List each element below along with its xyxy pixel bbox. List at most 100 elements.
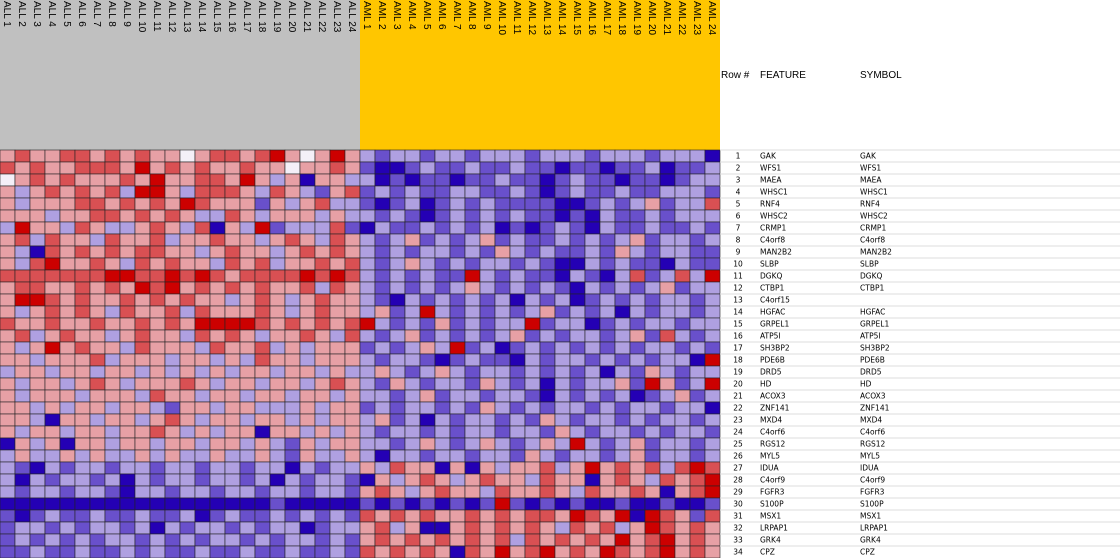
- heatmap-cell: [479, 485, 496, 499]
- heatmap-cell: [494, 449, 511, 463]
- heatmap-cell: [284, 185, 301, 199]
- heatmap-cell: [479, 161, 496, 175]
- heatmap-cell: [269, 209, 286, 223]
- heatmap-cell: [344, 281, 361, 295]
- heatmap-cell: [239, 353, 256, 367]
- heatmap-cell: [434, 449, 451, 463]
- heatmap-cell: [434, 461, 451, 475]
- heatmap-cell: [179, 461, 196, 475]
- symbol: ACOX3: [860, 392, 886, 401]
- heatmap-cell: [614, 425, 631, 439]
- column-label: ALL 2: [16, 1, 27, 27]
- heatmap-cell: [239, 401, 256, 415]
- heatmap-cell: [89, 293, 106, 307]
- heatmap-cell: [14, 389, 31, 403]
- heatmap-cell: [59, 545, 76, 558]
- heatmap-cell: [359, 149, 376, 163]
- heatmap-cell: [0, 461, 16, 475]
- heatmap-cell: [44, 473, 61, 487]
- heatmap-cell: [464, 437, 481, 451]
- heatmap-cell: [149, 293, 166, 307]
- heatmap-cell: [194, 545, 211, 558]
- heatmap-cell: [239, 257, 256, 271]
- heatmap-cell: [179, 161, 196, 175]
- heatmap-cell: [59, 161, 76, 175]
- heatmap-cell: [194, 341, 211, 355]
- heatmap-cell: [464, 533, 481, 547]
- heatmap-cell: [509, 161, 526, 175]
- heatmap-cell: [554, 497, 571, 511]
- column-label: ALL 23: [331, 1, 342, 33]
- heatmap-cell: [359, 173, 376, 187]
- heatmap-cell: [599, 257, 616, 271]
- heatmap-cell: [404, 305, 421, 319]
- heatmap-cell: [584, 353, 601, 367]
- heatmap-cell: [149, 161, 166, 175]
- heatmap-cell: [524, 317, 541, 331]
- heatmap-cell: [224, 173, 241, 187]
- column-label: ALL 12: [166, 1, 177, 33]
- heatmap-cell: [299, 245, 316, 259]
- heatmap-cell: [164, 545, 181, 558]
- heatmap-cell: [299, 233, 316, 247]
- heatmap-cell: [584, 233, 601, 247]
- heatmap-cell: [659, 329, 676, 343]
- heatmap-cell: [509, 473, 526, 487]
- heatmap-cell: [629, 257, 646, 271]
- heatmap-cell: [299, 413, 316, 427]
- row-number: 13: [733, 296, 743, 305]
- heatmap-cell: [464, 473, 481, 487]
- heatmap-cell: [479, 425, 496, 439]
- heatmap-cell: [29, 401, 46, 415]
- heatmap-cell: [254, 497, 271, 511]
- heatmap-cell: [554, 365, 571, 379]
- heatmap-cell: [389, 461, 406, 475]
- heatmap-cell: [569, 329, 586, 343]
- heatmap-cell: [689, 497, 706, 511]
- heatmap-cell: [389, 425, 406, 439]
- heatmap-cell: [404, 185, 421, 199]
- heatmap-cell: [269, 257, 286, 271]
- heatmap-cell: [629, 449, 646, 463]
- heatmap-cell: [284, 221, 301, 235]
- column-label: AML 16: [586, 1, 597, 36]
- heatmap-cell: [224, 437, 241, 451]
- heatmap-cell: [689, 461, 706, 475]
- heatmap-cell: [374, 173, 391, 187]
- heatmap-cell: [614, 449, 631, 463]
- heatmap-cell: [689, 269, 706, 283]
- heatmap-cell: [569, 437, 586, 451]
- heatmap-cell: [0, 413, 16, 427]
- feature: C4orf9: [760, 476, 785, 485]
- heatmap-cell: [179, 245, 196, 259]
- heatmap-cell: [254, 221, 271, 235]
- heatmap-cell: [119, 473, 136, 487]
- heatmap-cell: [299, 437, 316, 451]
- heatmap-cell: [674, 293, 691, 307]
- heatmap-cell: [644, 341, 661, 355]
- heatmap-cell: [44, 197, 61, 211]
- heatmap-cell: [629, 521, 646, 535]
- heatmap-cell: [704, 293, 721, 307]
- heatmap-cell: [404, 281, 421, 295]
- heatmap-cell: [59, 437, 76, 451]
- heatmap-cell: [344, 341, 361, 355]
- heatmap-cell: [584, 413, 601, 427]
- heatmap-cell: [164, 185, 181, 199]
- heatmap-cell: [689, 521, 706, 535]
- row-number: 26: [733, 452, 743, 461]
- heatmap-cell: [539, 329, 556, 343]
- heatmap-cell: [209, 245, 226, 259]
- heatmap-cell: [509, 449, 526, 463]
- symbol: MXD4: [860, 416, 882, 425]
- heatmap-cell: [344, 365, 361, 379]
- heatmap-cell: [374, 377, 391, 391]
- heatmap-cell: [149, 341, 166, 355]
- column-group-band: [360, 0, 720, 150]
- heatmap-cell: [419, 341, 436, 355]
- heatmap-cell: [179, 221, 196, 235]
- heatmap-cell: [74, 425, 91, 439]
- feature: PDE6B: [760, 356, 785, 365]
- heatmap-cell: [269, 173, 286, 187]
- heatmap-cell: [494, 245, 511, 259]
